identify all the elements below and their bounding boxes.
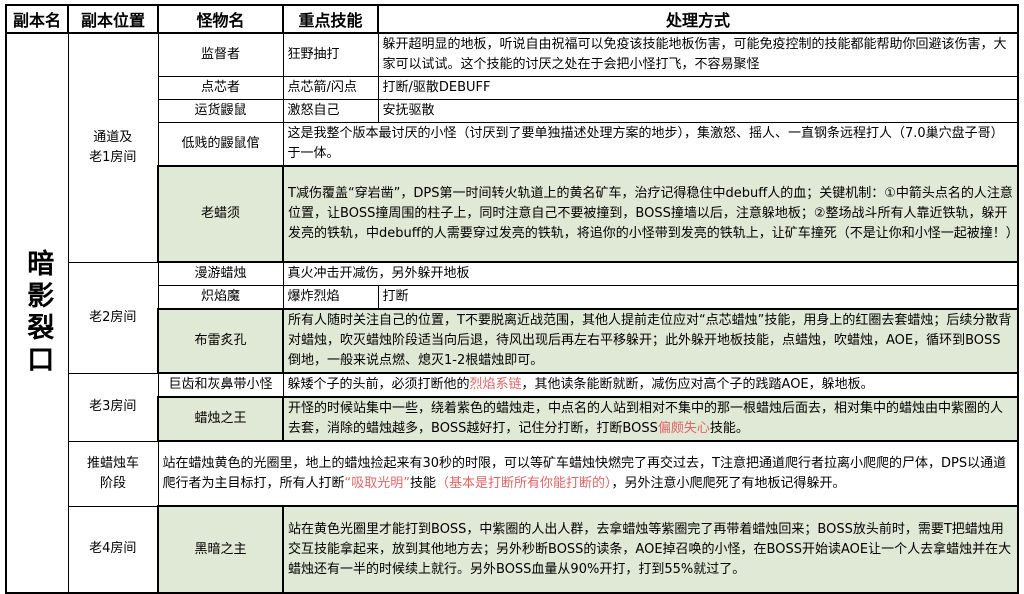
highlighted-skill-text: 偏颇失心 (657, 421, 710, 436)
text-segment: 这是我整个版本最讨厌的小怪（讨厌到了要单独描述处理方案的地步），集激怒、摇人、一… (287, 126, 1004, 161)
text-segment: 安抚驱散 (382, 103, 435, 118)
monster-name-cell: 巨齿和灰鼻带小怪 (157, 372, 284, 398)
text-segment: 技能 (410, 475, 437, 491)
table-row-boss: 老蜡须 T减伤覆盖“穿岩凿”，DPS第一时间转火轨道上的黄名矿车，治疗记得稳住中… (6, 165, 1019, 263)
skill-cell: 点芯箭/闪点 (282, 76, 379, 100)
monster-name-cell: 运货鼹鼠 (157, 99, 284, 123)
text-segment: 所有人随时关注自己的位置，T不要脱离近战范围，其他人提前走位应对“点芯蜡烛”技能… (288, 313, 1012, 368)
monster-name-cell: 老蜡须 (157, 165, 284, 263)
monster-name-cell: 点芯者 (157, 76, 284, 100)
table-row: 低贱的鼹鼠倌 这是我整个版本最讨厌的小怪（讨厌到了要单独描述处理方案的地步），集… (6, 122, 1019, 167)
text-segment: 开怪的时候站集中一些，绕着紫色的蜡烛走，中点名的人站到相对不集中的那一根蜡烛后面… (288, 401, 1004, 436)
header-dungeon-name: 副本名 (5, 4, 69, 34)
table-row: 暗影裂口 通道及 老1房间 监督者 狂野抽打 躲开超明显的地板，听说自由祝福可以… (5, 32, 1019, 594)
handling-cell: T减伤覆盖“穿岩凿”，DPS第一时间转火轨道上的黄名矿车，治疗记得稳住中debu… (282, 165, 1019, 263)
text-segment: 躲开超明显的地板，听说自由祝福可以免疫该技能地板伤害，可能免疫控制的技能都能帮助… (382, 37, 1007, 72)
table-row: 老2房间 漫游蜡烛 真火冲击开减伤，另外躲开地板 (6, 261, 1019, 374)
text-segment: 打断/驱散DEBUFF (382, 80, 491, 95)
header-monster-name: 怪物名 (157, 4, 284, 34)
handling-cell: 真火冲击开减伤，另外躲开地板 (282, 261, 1019, 286)
table-row: 炽焰魔 爆炸烈焰 打断 (6, 285, 1019, 310)
handling-cell: 躲开超明显的地板，听说自由祝福可以免疫该技能地板伤害，可能免疫控制的技能都能帮助… (377, 32, 1019, 77)
table-row: 老3房间 巨齿和灰鼻带小怪 躲矮个子的头前，必须打断他的烈焰系链，其他读条能断就… (6, 372, 1019, 442)
skill-cell: 狂野抽打 (282, 32, 379, 77)
monster-name-cell: 监督者 (157, 32, 284, 77)
table-row-boss: 蜡烛之王 开怪的时候站集中一些，绕着紫色的蜡烛走，中点名的人站到相对不集中的那一… (6, 396, 1019, 442)
text-segment: 躲矮个子的头前，必须打断他的 (287, 377, 470, 392)
header-handling: 处理方式 (377, 4, 1019, 34)
text-segment: T减伤覆盖“穿岩凿”，DPS第一时间转火轨道上的黄名矿车，治疗记得稳住中debu… (288, 186, 1019, 241)
handling-cell: 安抚驱散 (377, 99, 1019, 123)
monster-name-cell: 低贱的鼹鼠倌 (157, 122, 284, 167)
text-segment: ，另外注意小爬爬死了有地板记得躲开。 (611, 475, 846, 491)
location-cell: 通道及 老1房间 (67, 32, 159, 263)
monster-name-cell: 布雷炙孔 (157, 308, 284, 374)
location-cell: 老2房间 (67, 261, 159, 374)
table-row-phase: 推蜡烛车 阶段 站在蜡烛黄色的光圈里，地上的蜡烛捡起来有30秒的时限，可以等矿车… (6, 440, 1019, 507)
handling-cell: 这是我整个版本最讨厌的小怪（讨厌到了要单独描述处理方案的地步），集激怒、摇人、一… (282, 122, 1019, 167)
header-key-skill: 重点技能 (282, 4, 379, 34)
monster-name-cell: 炽焰魔 (157, 285, 284, 310)
handling-cell: 躲矮个子的头前，必须打断他的烈焰系链，其他读条能断就断，减伤应对高个子的践踏AO… (282, 372, 1019, 398)
monster-name-cell: 漫游蜡烛 (157, 261, 284, 286)
table-row-boss: 布雷炙孔 所有人随时关注自己的位置，T不要脱离近战范围，其他人提前走位应对“点芯… (6, 308, 1019, 374)
dungeon-guide-table: 副本名 副本位置 怪物名 重点技能 处理方式 暗影裂口 通道及 老1房间 监督者… (5, 4, 1019, 594)
skill-cell: 激怒自己 (282, 99, 379, 123)
dungeon-name-cell: 暗影裂口 (5, 32, 69, 594)
highlighted-skill-text: 烈焰系链 (469, 377, 522, 392)
location-cell: 推蜡烛车 阶段 (67, 440, 159, 507)
table-row-boss: 老4房间 黑暗之主 站在黄色光圈里才能打到BOSS，中紫圈的人出人群，去拿蜡烛等… (6, 505, 1019, 594)
highlighted-skill-text: “吸取光明” (344, 475, 410, 491)
location-cell: 老4房间 (67, 505, 159, 594)
handling-cell: 开怪的时候站集中一些，绕着紫色的蜡烛走，中点名的人站到相对不集中的那一根蜡烛后面… (282, 396, 1019, 442)
text-segment: 站在蜡烛黄色的光圈里，地上的蜡烛捡起来有30秒的时限，可以等矿车蜡烛快燃完了再交… (162, 455, 1007, 491)
text-segment: 真火冲击开减伤，另外躲开地板 (287, 266, 470, 281)
handling-cell: 打断 (377, 285, 1019, 310)
table-row: 运货鼹鼠 激怒自己 安抚驱散 (6, 99, 1019, 123)
text-segment: 站在黄色光圈里才能打到BOSS，中紫圈的人出人群，去拿蜡烛等紫圈完了再带着蜡烛回… (288, 521, 1012, 577)
handling-cell: 站在蜡烛黄色的光圈里，地上的蜡烛捡起来有30秒的时限，可以等矿车蜡烛快燃完了再交… (157, 440, 1019, 507)
highlighted-skill-text: （基本是打断所有你能打断的） (436, 475, 612, 491)
location-cell: 老3房间 (67, 372, 159, 442)
monster-name-cell: 黑暗之主 (157, 505, 284, 594)
text-segment: 打断 (382, 289, 409, 304)
text-segment: 技能。 (709, 421, 749, 436)
handling-cell: 站在黄色光圈里才能打到BOSS，中紫圈的人出人群，去拿蜡烛等紫圈完了再带着蜡烛回… (282, 505, 1019, 594)
handling-cell: 所有人随时关注自己的位置，T不要脱离近战范围，其他人提前走位应对“点芯蜡烛”技能… (282, 308, 1019, 374)
header-row: 副本名 副本位置 怪物名 重点技能 处理方式 (5, 4, 1019, 34)
text-segment: ，其他读条能断就断，减伤应对高个子的践踏AOE，躲地板。 (521, 377, 874, 392)
monster-name-cell: 蜡烛之王 (157, 396, 284, 442)
header-location: 副本位置 (67, 4, 159, 34)
table-row: 点芯者 点芯箭/闪点 打断/驱散DEBUFF (6, 76, 1019, 100)
handling-cell: 打断/驱散DEBUFF (377, 76, 1019, 100)
skill-cell: 爆炸烈焰 (282, 285, 379, 310)
